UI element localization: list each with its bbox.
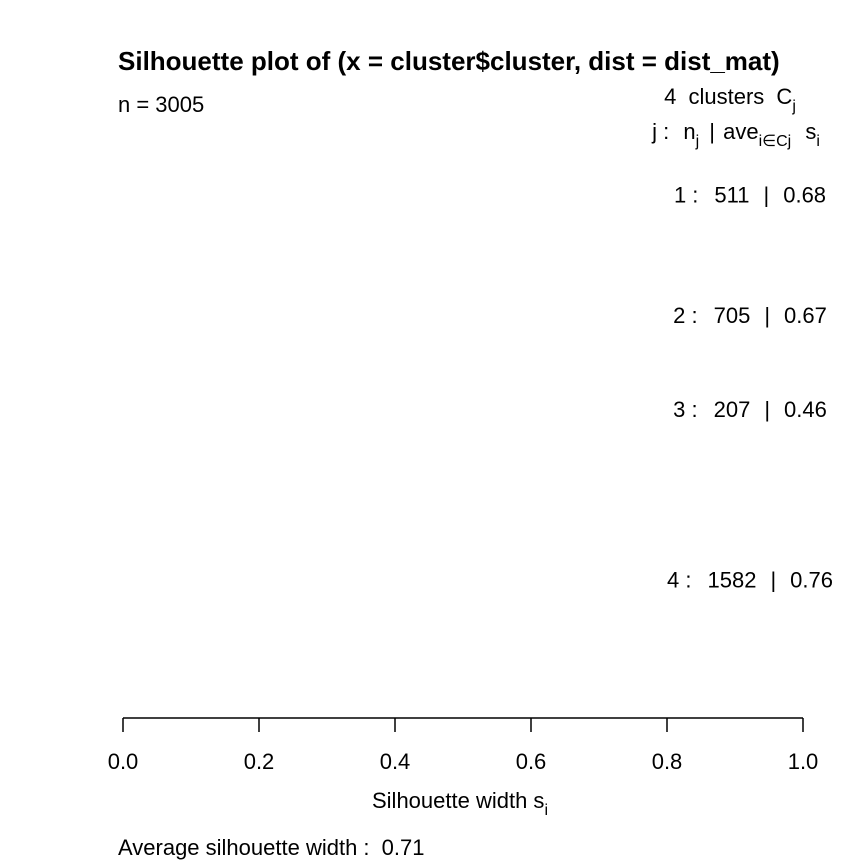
col-n-main: n [683,119,695,144]
clusters-c-main: C [776,84,792,109]
x-axis-label: Silhouette width si [372,788,548,819]
col-j: j : [651,119,669,144]
footer-value: 0.71 [382,835,425,860]
x-tick-label-2: 0.4 [380,749,411,774]
cluster-avg: 0.68 [783,183,826,208]
cluster-label: 1 : [674,183,698,208]
clusters-k: 4 [664,84,676,109]
x-tick-label-0: 0.0 [108,749,139,774]
cluster-avg: 0.76 [790,568,833,593]
cluster-row-4: 4 : 1582 | 0.76 [667,568,833,593]
col-ave-main: ave [723,119,758,144]
cluster-label: 2 : [673,303,697,328]
cluster-n: 511 [714,183,749,208]
clusters-c-sub: j [791,98,796,115]
cluster-avg: 0.46 [784,397,827,422]
x-tick-label-3: 0.6 [516,749,547,774]
chart-title: Silhouette plot of (x = cluster$cluster,… [118,46,780,76]
cluster-sep: | [764,397,770,422]
x-tick-label-5: 1.0 [788,749,819,774]
footer-label: Average silhouette width : [118,835,370,860]
x-axis: 0.0 0.2 0.4 0.6 0.8 1.0 [108,717,819,774]
clusters-count-header: 4 clusters Cj [664,84,796,115]
average-silhouette-footer: Average silhouette width : 0.71 [118,835,424,860]
cluster-rows: 1 : 511 | 0.68 2 : 705 | 0.67 3 : 207 | 0.46 4 : 1582… [667,183,833,593]
cluster-avg: 0.67 [784,303,827,328]
col-sep: | [709,119,715,144]
col-ave-sub: i∈Cj [759,133,792,150]
cluster-row-2: 2 : 705 | 0.67 [673,303,827,328]
cluster-label: 4 : [667,568,691,593]
n-label: n = 3005 [118,92,204,117]
cluster-label: 3 : [673,397,697,422]
col-s-sub: i [816,133,820,150]
col-s-main: s [805,119,816,144]
x-tick-label-4: 0.8 [652,749,683,774]
cluster-sep: | [770,568,776,593]
column-header: j : nj | avei∈Cj si [651,119,820,151]
cluster-sep: | [764,183,770,208]
cluster-n: 207 [714,397,751,422]
cluster-n: 1582 [707,568,756,593]
cluster-n: 705 [714,303,751,328]
x-tick-label-1: 0.2 [244,749,275,774]
cluster-sep: | [764,303,770,328]
clusters-word: clusters [689,84,765,109]
col-n-sub: j [695,133,700,150]
cluster-row-3: 3 : 207 | 0.46 [673,397,827,422]
cluster-row-1: 1 : 511 | 0.68 [674,183,826,208]
